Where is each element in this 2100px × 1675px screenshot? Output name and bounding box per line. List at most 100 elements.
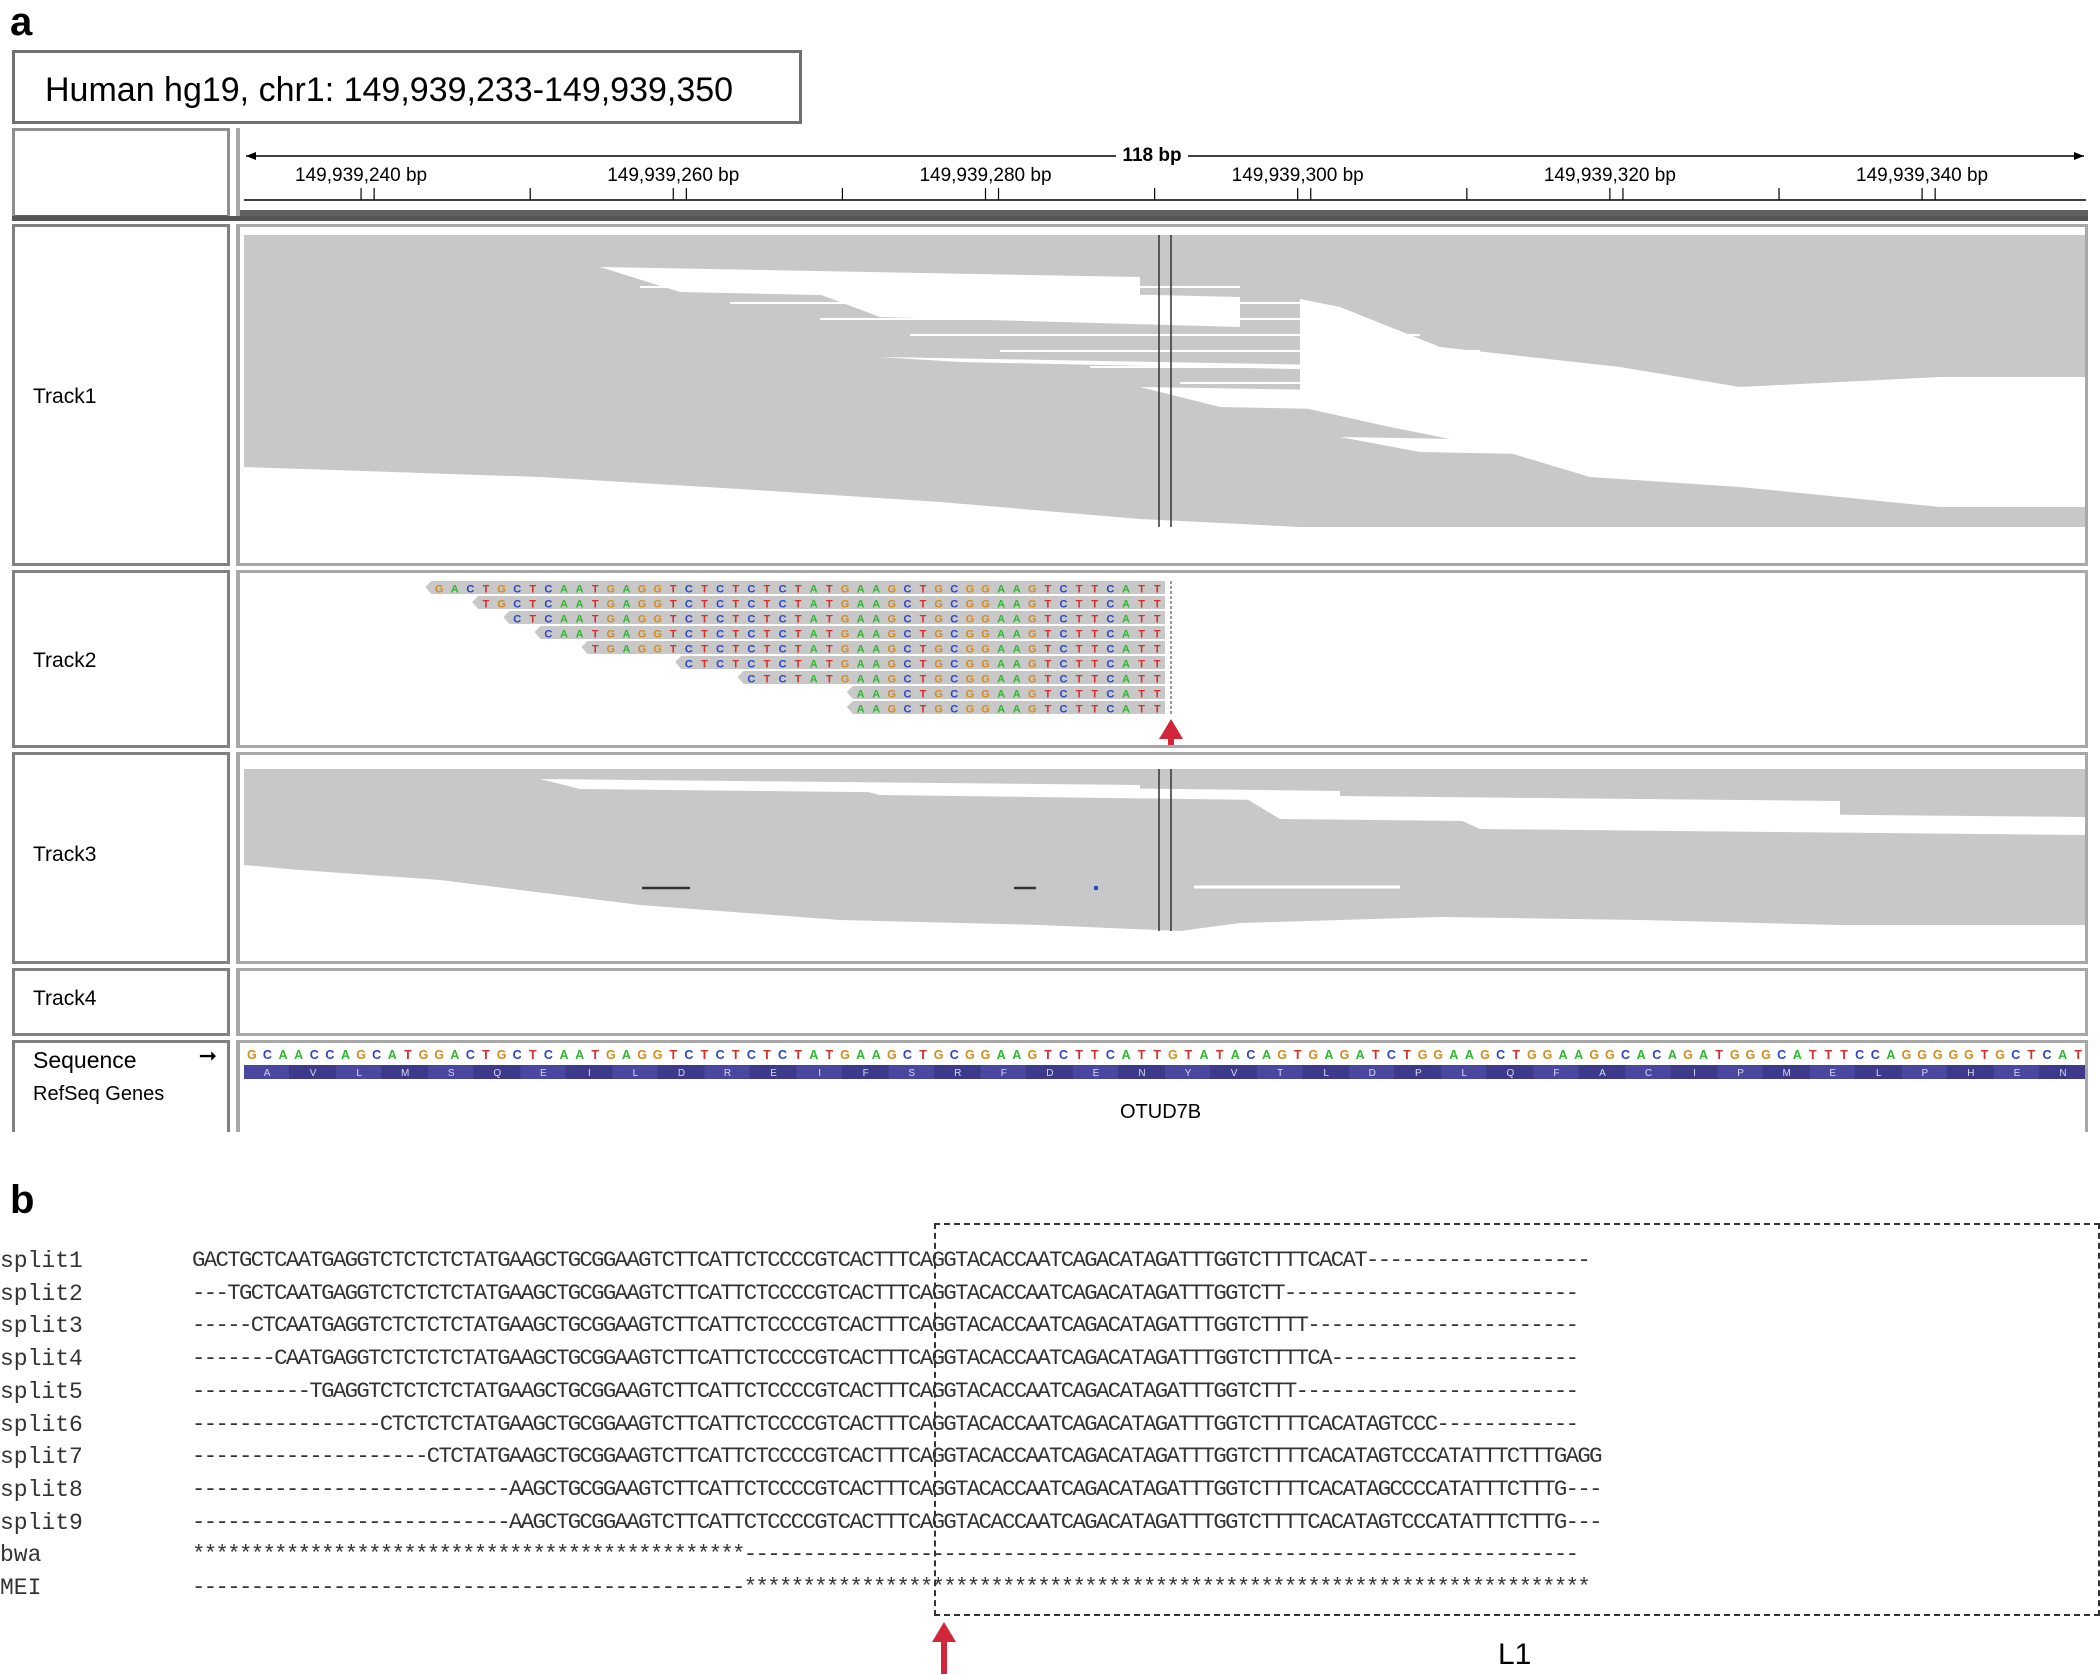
split-read-base: A: [872, 704, 880, 716]
split-read-base: T: [1154, 674, 1161, 686]
amino-acid-letter: Q: [493, 1068, 501, 1079]
split-read-base: G: [607, 599, 616, 611]
split-read-base: T: [764, 659, 771, 671]
split-read-base: G: [638, 629, 647, 641]
split-read-base: T: [1154, 614, 1161, 626]
reference-base: C: [1387, 1048, 1396, 1062]
split-read-base: T: [592, 629, 599, 641]
split-read-base: A: [810, 614, 818, 626]
amino-acid-cell: [1211, 1065, 1257, 1079]
ruler-left-arrowhead: [246, 152, 256, 160]
track3-label-box[interactable]: Track3: [12, 752, 230, 964]
track3-reads[interactable]: [240, 755, 2088, 964]
reference-base: C: [716, 1048, 725, 1062]
amino-acid-cell: [1763, 1065, 1809, 1079]
ruler-panel[interactable]: 118 bp 149,939,240 bp 149,939,260 bp 149,93…: [236, 128, 2088, 220]
track2-label-box[interactable]: Track2: [12, 570, 230, 748]
reference-base: A: [1465, 1048, 1474, 1062]
reference-base: A: [1886, 1048, 1895, 1062]
reference-base: A: [872, 1048, 881, 1062]
split-read-base: C: [1106, 599, 1114, 611]
gene-name-label: OTUD7B: [1120, 1101, 1202, 1123]
split-read-base: A: [997, 614, 1005, 626]
reference-base: G: [1277, 1048, 1287, 1062]
amino-acid-cell: [1026, 1065, 1072, 1079]
split-read-base: A: [872, 584, 880, 596]
split-read-base: C: [903, 644, 911, 656]
amino-acid-letter: L: [1876, 1068, 1882, 1079]
split-read-base: C: [747, 584, 755, 596]
track3-gap: [840, 785, 1340, 801]
track1-panel[interactable]: [236, 224, 2088, 566]
strand-arrow-icon[interactable]: ➞: [198, 1043, 217, 1068]
amino-acid-letter: H: [1967, 1068, 1974, 1079]
reference-base: C: [1496, 1048, 1505, 1062]
split-read-base: C: [779, 584, 787, 596]
split-read-base: A: [857, 584, 865, 596]
split-read-base: T: [1045, 689, 1052, 701]
amino-acid-letter: Y: [1185, 1068, 1192, 1079]
split-read-base: C: [950, 704, 958, 716]
alignment-row-sequence: -----CTCAATGAGGTCTCTCTCTATGAAGCTGCGGAAGT…: [192, 1312, 1579, 1339]
split-read-base: T: [1138, 599, 1145, 611]
track1-reads[interactable]: [240, 227, 2088, 566]
reference-base: A: [1200, 1048, 1209, 1062]
amino-acid-cell: [1901, 1065, 1947, 1079]
ruler[interactable]: 118 bp 149,939,240 bp 149,939,260 bp 149,93…: [240, 128, 2088, 220]
split-read-base: T: [1138, 704, 1145, 716]
reference-base: T: [732, 1048, 740, 1062]
split-read-base: T: [529, 599, 536, 611]
split-read-base: T: [732, 584, 739, 596]
amino-acid-letter: D: [1369, 1068, 1376, 1079]
split-read-bar: [425, 581, 1165, 594]
amino-acid-cell: [1993, 1065, 2039, 1079]
split-read-base: G: [1028, 614, 1037, 626]
split-read-base: T: [483, 584, 490, 596]
reference-base: C: [1621, 1048, 1630, 1062]
split-read-bar: [846, 686, 1165, 699]
split-read-base: G: [981, 629, 990, 641]
split-read-base: G: [497, 584, 506, 596]
reference-base: A: [575, 1048, 584, 1062]
sequence-label: Sequence: [33, 1047, 137, 1073]
reference-base: C: [466, 1048, 475, 1062]
split-read-base: T: [592, 584, 599, 596]
split-read-base: T: [795, 659, 802, 671]
split-read-base: C: [950, 584, 958, 596]
breakpoint-arrow-a-shaft: [1168, 737, 1174, 745]
split-read-base: G: [966, 704, 975, 716]
split-read-base: A: [810, 644, 818, 656]
locus-box[interactable]: Human hg19, chr1: 149,939,233-149,939,35…: [12, 50, 802, 124]
split-read-base: G: [888, 659, 897, 671]
amino-acid-letter: C: [1645, 1068, 1652, 1079]
reference-base: G: [1308, 1048, 1318, 1062]
split-read-base: T: [1045, 659, 1052, 671]
reference-base: G: [1027, 1048, 1037, 1062]
reference-base: C: [1855, 1048, 1864, 1062]
amino-acid-cell: [842, 1065, 888, 1079]
reference-base: T: [1185, 1048, 1193, 1062]
track1-label-box[interactable]: Track1: [12, 224, 230, 566]
reference-base: C: [1871, 1048, 1880, 1062]
reference-base: C: [1059, 1048, 1068, 1062]
reference-base: C: [2011, 1048, 2020, 1062]
track4-label-box[interactable]: Track4: [12, 968, 230, 1036]
split-read-base: A: [997, 704, 1005, 716]
split-read-base: G: [934, 644, 943, 656]
split-read-base: A: [1122, 584, 1130, 596]
split-read-base: G: [888, 674, 897, 686]
reference-base: T: [1138, 1048, 1146, 1062]
split-read-base: A: [1013, 659, 1021, 671]
split-read-base: A: [872, 659, 880, 671]
split-read-base: C: [903, 584, 911, 596]
amino-acid-cell: [1118, 1065, 1164, 1079]
track3-panel[interactable]: [236, 752, 2088, 964]
reference-base: C: [2042, 1048, 2051, 1062]
track4-panel[interactable]: [236, 968, 2088, 1036]
split-read-base: T: [701, 629, 708, 641]
split-read-base: C: [685, 644, 693, 656]
